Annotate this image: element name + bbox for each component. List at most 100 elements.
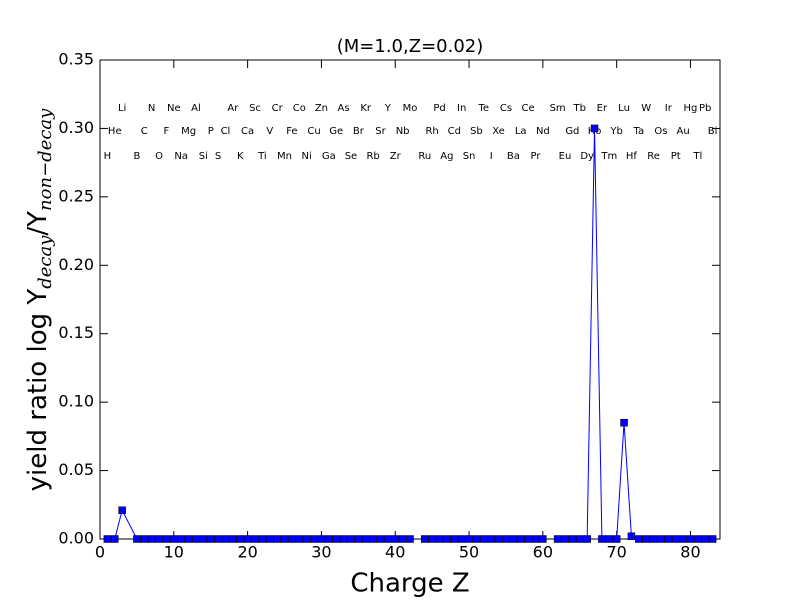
element-label: As (338, 103, 350, 114)
element-label: Bi (708, 126, 718, 137)
element-label: Rh (425, 126, 438, 137)
data-point (280, 535, 289, 543)
data-point (583, 535, 591, 543)
data-point (103, 535, 112, 543)
data-point (266, 535, 274, 543)
x-tick-label: 80 (680, 543, 700, 562)
data-point (325, 535, 333, 543)
data-point (531, 535, 540, 543)
data-point (620, 418, 628, 427)
element-label: Zn (315, 103, 328, 114)
element-label: Sr (375, 126, 386, 137)
data-point (539, 535, 547, 543)
element-label: Ge (329, 126, 343, 137)
data-point (708, 535, 717, 543)
data-point (332, 535, 340, 543)
element-label: In (457, 103, 466, 114)
data-point (221, 535, 230, 543)
element-label: Os (654, 126, 667, 137)
y-tick-label: 0.05 (58, 460, 94, 479)
data-point (295, 535, 304, 543)
element-label: Ce (522, 103, 535, 114)
element-label: Ba (507, 151, 520, 162)
data-point (162, 535, 171, 543)
data-point (251, 535, 259, 543)
data-point (657, 535, 665, 543)
element-label: Zr (390, 151, 402, 162)
element-label: Cu (307, 126, 320, 137)
element-label: Cl (221, 126, 231, 137)
element-label: H (104, 151, 112, 162)
element-label: Na (174, 151, 188, 162)
chart-title: (M=1.0,Z=0.02) (337, 36, 484, 57)
element-label: Ir (665, 103, 673, 114)
x-tick-label: 0 (95, 543, 105, 562)
element-label: Pr (530, 151, 541, 162)
y-label-sub: decay (35, 235, 56, 289)
element-label: Fe (286, 126, 297, 137)
data-point (457, 535, 466, 543)
element-label: Lu (618, 103, 630, 114)
data-point (243, 535, 252, 543)
data-point (258, 535, 267, 543)
element-label: Er (597, 103, 608, 114)
data-point (147, 535, 156, 543)
element-label: Pt (671, 151, 681, 162)
element-label: B (133, 151, 140, 162)
element-label: Ni (302, 151, 312, 162)
x-tick-label: 20 (237, 543, 257, 562)
element-label: Eu (559, 151, 572, 162)
element-label: Cd (448, 126, 461, 137)
data-point (317, 535, 326, 543)
element-label: Hf (626, 151, 638, 162)
element-label: Co (293, 103, 306, 114)
x-tick-label: 60 (533, 543, 553, 562)
data-point (273, 535, 281, 543)
data-point (391, 535, 399, 543)
data-point (398, 535, 407, 543)
data-point (406, 535, 414, 543)
element-label: Ag (440, 151, 453, 162)
data-point (118, 506, 126, 515)
data-point (576, 535, 584, 543)
element-label: Tl (692, 151, 702, 162)
element-label: He (108, 126, 122, 137)
x-tick-label: 50 (459, 543, 479, 562)
data-point (502, 535, 510, 543)
element-label: Y (384, 103, 392, 114)
data-point (384, 535, 392, 543)
data-point (369, 535, 377, 543)
data-point (568, 535, 577, 543)
data-point (472, 535, 481, 543)
element-label: Ga (322, 151, 336, 162)
y-tick-label: 0.25 (58, 186, 94, 205)
element-label: Sc (249, 103, 261, 114)
element-label: Al (191, 103, 201, 114)
element-label: Mn (277, 151, 292, 162)
element-label: Nb (396, 126, 410, 137)
x-tick-label: 30 (311, 543, 331, 562)
data-point (310, 535, 318, 543)
element-label: Pb (699, 103, 711, 114)
element-label: Au (677, 126, 690, 137)
element-label: Tm (600, 151, 617, 162)
y-axis-label: yield ratio log Ydecay/Ynon−decay (23, 108, 57, 491)
element-label: Ti (257, 151, 267, 162)
element-label: Kr (360, 103, 372, 114)
data-point (612, 535, 621, 543)
element-label: Te (478, 103, 490, 114)
data-point (376, 535, 385, 543)
element-label: Tb (573, 103, 586, 114)
element-label: Ru (418, 151, 431, 162)
data-point (679, 535, 687, 543)
data-point (361, 535, 370, 543)
data-point (627, 532, 636, 541)
data-point (111, 535, 119, 543)
data-point (590, 124, 599, 133)
y-tick-label: 0.30 (58, 118, 94, 137)
element-label: F (164, 126, 170, 137)
element-label: Nd (536, 126, 550, 137)
x-axis-label: Charge Z (350, 569, 469, 599)
element-label: O (155, 151, 163, 162)
